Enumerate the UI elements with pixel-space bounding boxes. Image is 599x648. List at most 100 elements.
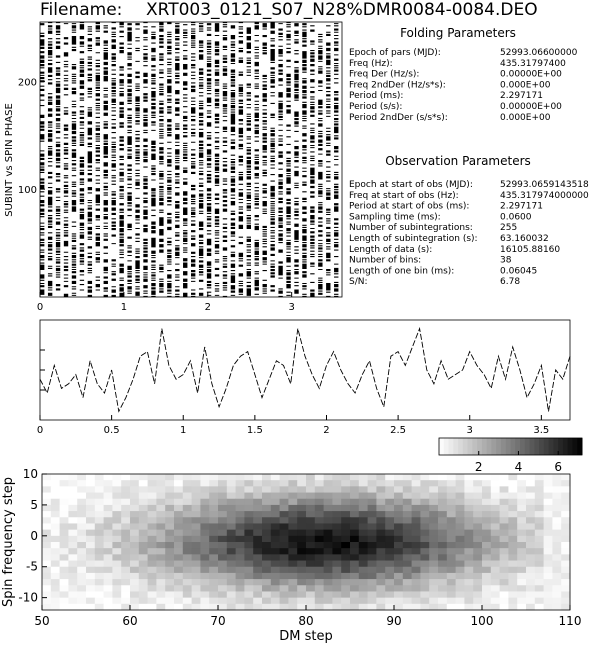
heatmap-cell <box>165 480 175 487</box>
heatmap-cell <box>42 492 52 500</box>
heatmap-cell <box>561 480 571 487</box>
heatmap-cell <box>350 579 360 586</box>
heatmap-cell <box>77 572 87 580</box>
heatmap-cell <box>156 585 166 592</box>
heatmap-cell <box>438 535 448 543</box>
heatmap-cell <box>314 529 324 537</box>
heatmap-cell <box>218 498 228 506</box>
heatmap-cell <box>552 560 562 568</box>
heatmap-cell <box>314 603 324 611</box>
heatmap-cell <box>262 597 272 605</box>
heatmap-cell <box>411 480 421 487</box>
heatmap-cell <box>482 591 492 599</box>
heatmap-cell <box>306 511 316 518</box>
heatmap-cell <box>253 572 263 580</box>
heatmap-cell <box>182 560 192 568</box>
heatmap-cell <box>77 603 87 611</box>
heatmap-cell <box>244 492 254 500</box>
heatmap-cell <box>68 474 78 481</box>
heatmap-cell <box>394 603 404 611</box>
heatmap-cell <box>121 517 131 524</box>
heatmap-cell <box>402 585 412 592</box>
heatmap-cell <box>50 548 60 555</box>
heatmap-cell <box>526 572 536 580</box>
heatmap-cell <box>253 480 263 487</box>
heatmap-cell <box>103 572 113 580</box>
heatmap-cell <box>508 511 518 518</box>
heatmap-cell <box>385 498 395 506</box>
heatmap-cell <box>552 548 562 555</box>
heatmap-cell <box>209 585 219 592</box>
heatmap-cell <box>191 560 201 568</box>
heatmap-cell <box>508 591 518 599</box>
heatmap-cell <box>68 523 78 531</box>
heatmap-cell <box>112 511 122 518</box>
heatmap-cell <box>464 498 474 506</box>
heatmap-cell <box>438 492 448 500</box>
heatmap-cell <box>156 597 166 605</box>
heatmap-cell <box>376 492 386 500</box>
heatmap-cell <box>464 597 474 605</box>
heatmap-cell <box>323 492 333 500</box>
heatmap-cell <box>130 560 140 568</box>
heatmap-cell <box>147 542 157 549</box>
heatmap-cell <box>138 504 148 512</box>
heatmap-cell <box>94 504 104 512</box>
heatmap-cell <box>341 591 351 599</box>
heatmap-cell <box>182 492 192 500</box>
heatmap-cell <box>209 566 219 574</box>
heatmap-cell <box>367 474 377 481</box>
heatmap-cell <box>350 535 360 543</box>
heatmap-cell <box>270 597 280 605</box>
heatmap-cell <box>121 529 131 537</box>
heatmap-cell <box>561 511 571 518</box>
heatmap-cell <box>508 585 518 592</box>
heatmap-cell <box>561 535 571 543</box>
heatmap-cell <box>358 504 368 512</box>
heatmap-cell <box>235 579 245 586</box>
heatmap-cell <box>59 480 69 487</box>
heatmap-cell <box>526 529 536 537</box>
heatmap-cell <box>288 492 298 500</box>
heatmap-cell <box>156 591 166 599</box>
heatmap-cell <box>411 517 421 524</box>
heatmap-cell <box>288 542 298 549</box>
heatmap-cell <box>350 572 360 580</box>
heatmap-cell <box>218 523 228 531</box>
heatmap-cell <box>508 579 518 586</box>
heatmap-cell <box>561 597 571 605</box>
heatmap-cell <box>270 504 280 512</box>
heatmap-cell <box>130 492 140 500</box>
heatmap-cell <box>121 560 131 568</box>
heatmap-cell <box>218 535 228 543</box>
heatmap-cell <box>103 579 113 586</box>
heatmap-cell <box>226 542 236 549</box>
x-tick-label: 1 <box>180 425 186 436</box>
heatmap-cell <box>420 504 430 512</box>
heatmap-cell <box>508 498 518 506</box>
heatmap-cell <box>174 480 184 487</box>
heatmap-cell <box>209 535 219 543</box>
param-label: Length of subintegration (s): <box>349 234 478 244</box>
heatmap-cell <box>306 572 316 580</box>
heatmap-cell <box>543 603 553 611</box>
heatmap-cell <box>350 566 360 574</box>
heatmap-cell <box>209 480 219 487</box>
heatmap-cell <box>103 529 113 537</box>
heatmap-cell <box>226 579 236 586</box>
heatmap-cell <box>332 566 342 574</box>
heatmap-cell <box>455 591 465 599</box>
y-tick-label: 5 <box>30 498 38 512</box>
heatmap-cell <box>534 517 544 524</box>
heatmap-cell <box>174 523 184 531</box>
heatmap-cell <box>103 591 113 599</box>
heatmap-cell <box>270 548 280 555</box>
heatmap-cell <box>543 517 553 524</box>
heatmap-cell <box>112 572 122 580</box>
heatmap-cell <box>50 566 60 574</box>
heatmap-cell <box>209 560 219 568</box>
heatmap-cell <box>420 597 430 605</box>
heatmap-cell <box>464 585 474 592</box>
heatmap-cell <box>517 566 527 574</box>
heatmap-cell <box>138 572 148 580</box>
